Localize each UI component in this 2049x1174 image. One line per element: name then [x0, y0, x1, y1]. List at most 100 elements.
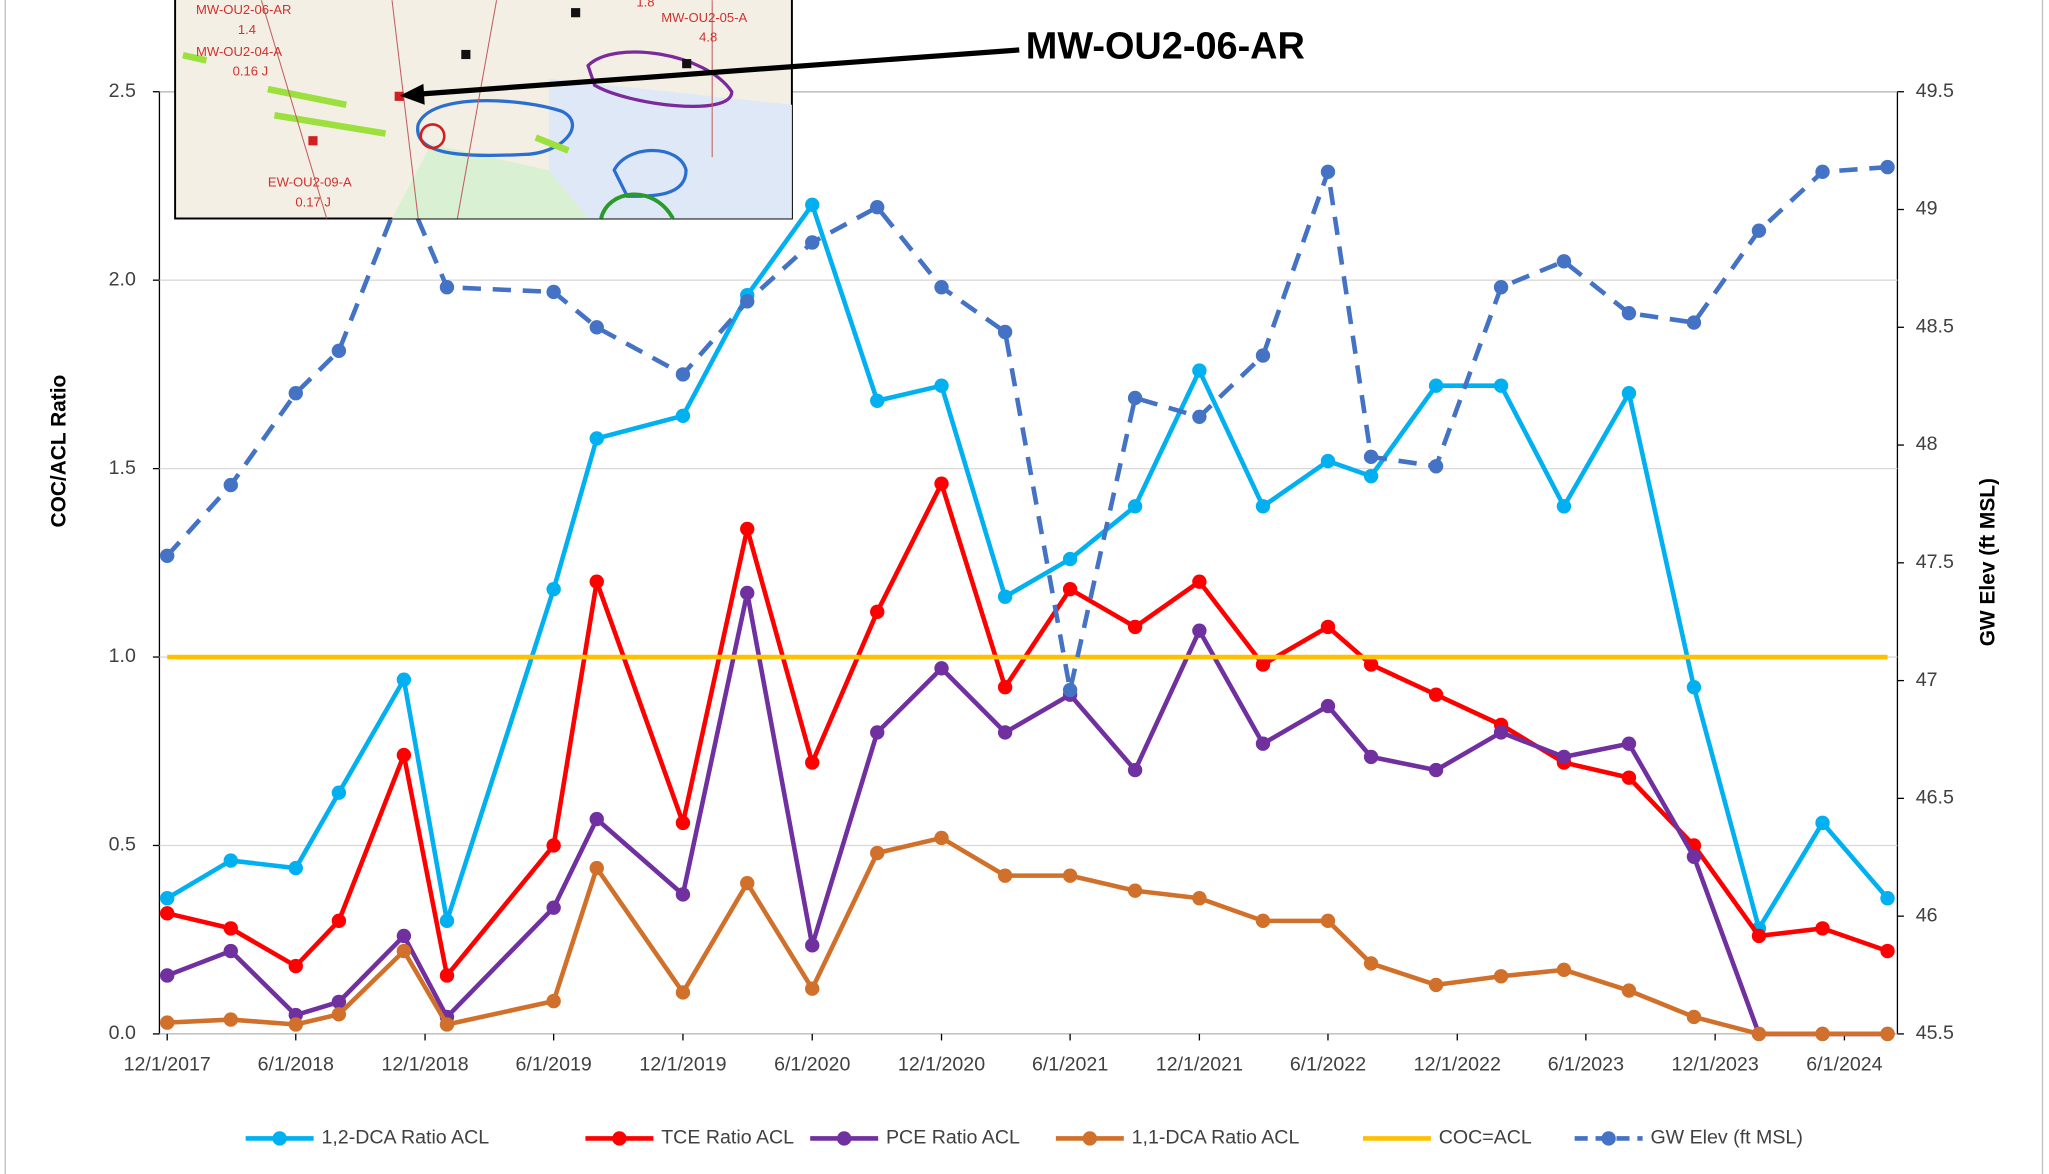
- data-point: [397, 929, 411, 943]
- data-point: [1622, 737, 1636, 751]
- x-tick-label: 12/1/2023: [1672, 1053, 1759, 1075]
- data-point: [1687, 315, 1701, 329]
- legend-label: 1,1-DCA Ratio ACL: [1132, 1127, 1300, 1149]
- legend-label: COC=ACL: [1439, 1127, 1532, 1149]
- data-point: [1256, 914, 1270, 928]
- inset-label: EW-OU2-09-A: [268, 175, 352, 190]
- data-point: [1494, 379, 1508, 393]
- inset-label: MW-OU2-06-AR: [196, 2, 291, 17]
- data-point: [998, 590, 1012, 604]
- data-point: [1321, 454, 1335, 468]
- data-point: [1622, 770, 1636, 784]
- inset-well: [461, 50, 470, 59]
- data-point: [1192, 574, 1206, 588]
- x-tick-label: 12/1/2021: [1156, 1053, 1243, 1075]
- y2-tick-label: 49.5: [1916, 80, 1954, 102]
- data-point: [160, 968, 174, 982]
- x-tick-label: 6/1/2021: [1032, 1053, 1108, 1075]
- y2-tick-label: 48: [1916, 433, 1938, 455]
- data-point: [1815, 165, 1829, 179]
- data-point: [805, 198, 819, 212]
- data-point: [1192, 891, 1206, 905]
- chart: COC/ACL Ratio GW Elev (ft MSL) 0.00.51.0…: [0, 0, 2049, 1174]
- y2-tick-label: 48.5: [1916, 315, 1954, 337]
- data-point: [332, 786, 346, 800]
- data-point: [1429, 763, 1443, 777]
- data-point: [1429, 978, 1443, 992]
- data-point: [740, 876, 754, 890]
- data-point: [1557, 499, 1571, 513]
- y2-tick-label: 46: [1916, 904, 1938, 926]
- y-tick-label: 0.0: [109, 1022, 136, 1044]
- data-point: [440, 1017, 454, 1031]
- data-point: [289, 959, 303, 973]
- series-line: [167, 167, 1887, 690]
- data-point: [1364, 657, 1378, 671]
- annotation: MW-OU2-06-AR: [1026, 26, 1305, 68]
- y2-tick-label: 49: [1916, 198, 1938, 220]
- data-point: [1622, 386, 1636, 400]
- legend-label: GW Elev (ft MSL): [1650, 1127, 1802, 1149]
- data-point: [1815, 1027, 1829, 1041]
- data-point: [1063, 683, 1077, 697]
- data-point: [740, 294, 754, 308]
- data-point: [1752, 1027, 1766, 1041]
- y2-tick-label: 46.5: [1916, 787, 1954, 809]
- data-point: [440, 968, 454, 982]
- data-point: [1063, 582, 1077, 596]
- y-axis-label: COC/ACL Ratio: [48, 375, 71, 528]
- data-point: [870, 605, 884, 619]
- data-point: [934, 379, 948, 393]
- series-line: [167, 484, 1887, 976]
- data-point: [289, 386, 303, 400]
- data-point: [1364, 750, 1378, 764]
- data-point: [1192, 623, 1206, 637]
- data-point: [1687, 1010, 1701, 1024]
- inset-label: 1.8: [636, 0, 654, 9]
- inset-map: MW-OU2-06-AR 1.4 MW-OU2-04-A 0.16 J EW-O…: [175, 0, 792, 218]
- data-point: [440, 914, 454, 928]
- data-point: [1494, 969, 1508, 983]
- inset-label: 0.17 J: [295, 194, 331, 209]
- data-point: [1557, 750, 1571, 764]
- x-tick-label: 12/1/2020: [898, 1053, 985, 1075]
- data-point: [1429, 688, 1443, 702]
- data-point: [740, 522, 754, 536]
- y-tick-label: 1.0: [109, 645, 136, 667]
- data-point: [1364, 450, 1378, 464]
- inset-well: [308, 136, 317, 145]
- data-point: [160, 1015, 174, 1029]
- data-point: [1880, 891, 1894, 905]
- inset-well: [571, 8, 580, 17]
- data-point: [1815, 816, 1829, 830]
- data-point: [1880, 1027, 1894, 1041]
- data-point: [1494, 280, 1508, 294]
- data-point: [934, 661, 948, 675]
- inset-label: 0.16 J: [233, 64, 269, 79]
- data-point: [440, 280, 454, 294]
- data-point: [998, 680, 1012, 694]
- data-point: [1752, 929, 1766, 943]
- y-tick-label: 2.0: [109, 268, 136, 290]
- data-point: [1321, 699, 1335, 713]
- x-tick-label: 6/1/2023: [1548, 1053, 1624, 1075]
- y2-tick-label: 45.5: [1916, 1022, 1954, 1044]
- data-point: [1256, 348, 1270, 362]
- data-point: [397, 748, 411, 762]
- y2-tick-label: 47: [1916, 669, 1938, 691]
- plot-frame: [159, 92, 1897, 1034]
- data-point: [1321, 914, 1335, 928]
- data-point: [1321, 620, 1335, 634]
- data-point: [224, 478, 238, 492]
- data-point: [1256, 499, 1270, 513]
- data-point: [1364, 469, 1378, 483]
- y2-tick-label: 47.5: [1916, 551, 1954, 573]
- data-point: [1128, 884, 1142, 898]
- data-point: [805, 938, 819, 952]
- inset-label: MW-OU2-05-A: [661, 10, 747, 25]
- data-point: [1880, 944, 1894, 958]
- legend-marker: [1601, 1131, 1615, 1145]
- data-point: [160, 906, 174, 920]
- x-tick-label: 12/1/2017: [124, 1053, 211, 1075]
- data-point: [998, 325, 1012, 339]
